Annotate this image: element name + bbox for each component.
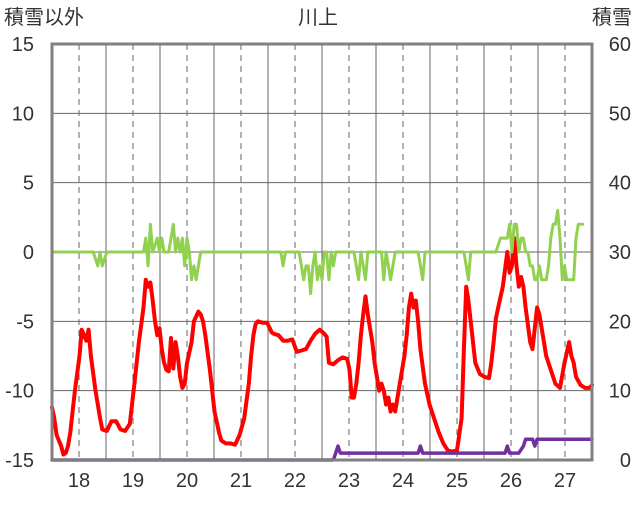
right-tick-label: 40 [609,173,631,195]
precipitation-line [50,208,585,296]
right-tick-label: 10 [609,381,631,403]
left-tick-label: -15 [5,450,34,472]
x-tick-label: 27 [554,470,576,492]
x-tick-label: 19 [122,470,144,492]
left-tick-label: -5 [16,311,34,333]
right-tick-label: 0 [620,450,631,472]
left-tick-label: 10 [12,103,34,125]
x-tick-label: 25 [446,470,468,492]
right-axis-title: 積雪 [592,6,632,29]
right-tick-label: 50 [609,103,631,125]
x-tick-label: 21 [230,470,252,492]
left-tick-label: 5 [23,173,34,195]
x-tick-label: 23 [338,470,360,492]
left-tick-label: 15 [12,34,34,56]
left-tick-label: -10 [5,381,34,403]
chart-title: 川上 [298,6,338,29]
plot-frame [50,42,594,462]
x-tick-label: 18 [68,470,90,492]
right-tick-label: 60 [609,34,631,56]
left-tick-label: 0 [23,242,34,264]
right-tick-label: 20 [609,311,631,333]
right-tick-label: 30 [609,242,631,264]
x-tick-label: 22 [284,470,306,492]
x-tick-label: 26 [500,470,522,492]
left-axis-title: 積雪以外 [4,6,84,29]
axis-labels: 積雪以外 川上 積雪 [4,6,632,29]
x-tick-label: 24 [392,470,414,492]
x-tick-label: 20 [176,470,198,492]
temperature-line [50,236,594,457]
